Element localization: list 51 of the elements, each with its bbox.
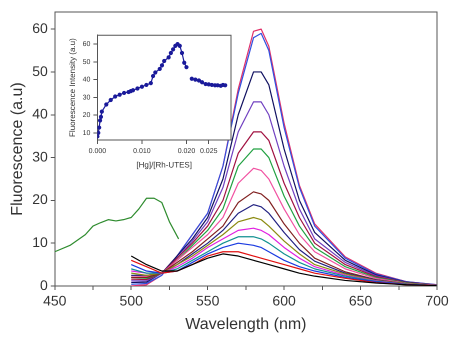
point (98, 114, 104, 120)
point (166, 55, 171, 60)
point (206, 82, 211, 87)
point (100, 109, 104, 114)
x-tick-label: 600 (272, 292, 296, 308)
y-tick-label: 40 (32, 106, 48, 122)
x-tick-label: 700 (425, 292, 449, 308)
point (150, 74, 156, 78)
x-axis-title: [Hg]/[Rh-UTES] (136, 160, 192, 170)
point (182, 60, 186, 65)
point (184, 65, 189, 70)
point (171, 47, 176, 52)
y-tick-label: 0 (40, 276, 48, 293)
y-tick-label: 50 (32, 62, 48, 79)
point (148, 81, 153, 86)
point (168, 50, 173, 56)
x-tick-label: 500 (120, 292, 144, 308)
point (178, 44, 182, 48)
point (190, 76, 194, 81)
y-tick-label: 60 (32, 20, 48, 36)
point (180, 50, 184, 56)
y-axis-title: Fluorescence Intensity (a.u) (68, 38, 78, 137)
x-tick-label: 450 (43, 292, 67, 308)
point (158, 66, 162, 72)
point (118, 92, 122, 97)
x-tick-label: 550 (196, 292, 220, 308)
point (140, 84, 144, 89)
y-tick-label: 10 (32, 234, 48, 250)
point (135, 86, 140, 91)
x-tick-label: 650 (348, 292, 372, 308)
point (144, 82, 148, 88)
point (108, 98, 113, 102)
y-tick-label: 30 (32, 148, 48, 164)
point (162, 58, 166, 64)
point (223, 83, 228, 88)
point (122, 90, 126, 96)
point (130, 88, 136, 92)
y-axis-title: Fluorescence (a.u) (9, 82, 26, 216)
point (113, 94, 118, 99)
point (97, 130, 100, 135)
point (153, 70, 158, 75)
point (98, 118, 102, 123)
point (160, 63, 164, 68)
point (97, 125, 102, 130)
point (104, 102, 108, 107)
y-tick-label: 20 (32, 191, 48, 208)
x-axis-title: Wavelength (nm) (185, 316, 307, 333)
point (200, 80, 204, 84)
point (196, 78, 202, 83)
point (193, 78, 198, 82)
point (216, 83, 220, 88)
